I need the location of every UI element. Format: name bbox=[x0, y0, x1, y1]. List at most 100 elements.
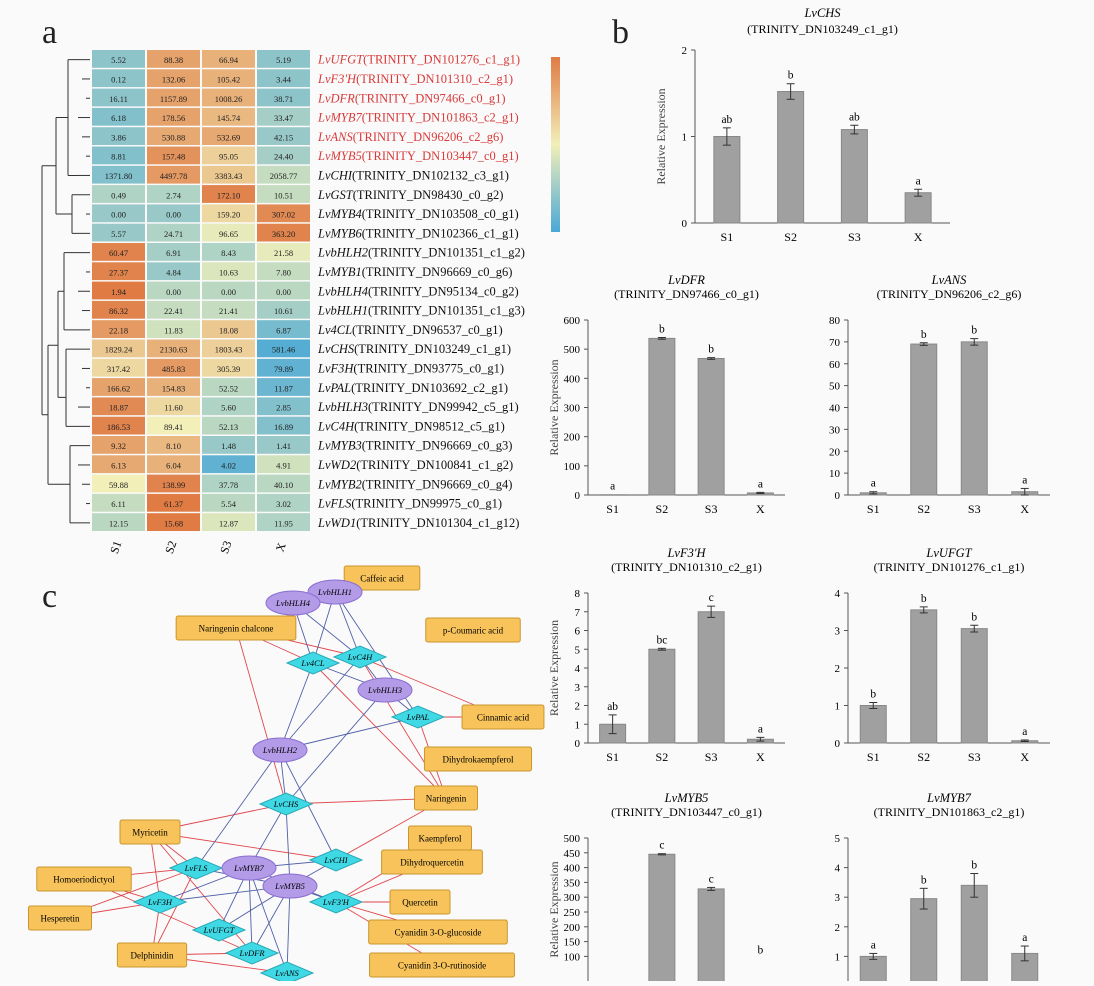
gene-transcript-id: (TRINITY_DN101304_c1_g12) bbox=[356, 516, 519, 530]
heatmap-cell bbox=[92, 339, 145, 358]
edge-regulator-enzyme bbox=[248, 867, 288, 974]
heatmap-cell bbox=[257, 339, 310, 358]
heatmap-cell-value: 10.61 bbox=[274, 306, 293, 316]
gene-label: LvMYB4(TRINITY_DN103508_c0_g1) bbox=[317, 207, 519, 221]
gene-name: LvMYB6 bbox=[317, 226, 363, 240]
metabolite-label: Delphinidin bbox=[131, 951, 174, 961]
heatmap-cell-value: 317.42 bbox=[107, 364, 130, 374]
heatmap-cell bbox=[92, 281, 145, 300]
gene-name: LvMYB1 bbox=[317, 265, 362, 279]
heatmap-cell bbox=[92, 127, 145, 145]
chart-title-id: (TRINITY_DN103447_c0_g1) bbox=[611, 805, 762, 819]
gene-name: LvMYB4 bbox=[317, 207, 362, 221]
heatmap-cell-value: 86.32 bbox=[109, 306, 128, 316]
y-tick-label: 2 bbox=[835, 922, 841, 934]
metabolite-label: Homoeriodictyol bbox=[53, 875, 115, 885]
y-tick-label: 500 bbox=[564, 833, 581, 845]
metabolite-label: Kaempferol bbox=[419, 834, 462, 844]
y-tick-label: 40 bbox=[829, 403, 841, 415]
heatmap-cell-value: 5.57 bbox=[111, 229, 126, 239]
heatmap-cell bbox=[92, 185, 145, 203]
gene-name: LvC4H bbox=[317, 419, 355, 433]
heatmap-cell-value: 1803.43 bbox=[215, 345, 243, 355]
y-tick-label: 150 bbox=[564, 937, 581, 949]
heatmap-cell-value: 159.20 bbox=[217, 210, 240, 220]
regulator-label: LvMYB5 bbox=[274, 881, 305, 891]
heatmap-cell-value: 11.87 bbox=[274, 383, 293, 393]
heatmap-cell-value: 10.51 bbox=[274, 190, 293, 200]
heatmap-cell-value: 1.41 bbox=[276, 441, 291, 451]
y-tick-label: 20 bbox=[829, 446, 841, 458]
heatmap-cell bbox=[202, 358, 255, 377]
gene-transcript-id: (TRINITY_DN93775_c0_g1) bbox=[353, 361, 504, 375]
chart-title-gene: LvMYB5 bbox=[664, 791, 709, 805]
heatmap-cell-value: 12.87 bbox=[219, 518, 238, 528]
chart-title-id: (TRINITY_DN101310_c2_g1) bbox=[611, 560, 762, 574]
significance-letter: a bbox=[871, 939, 876, 951]
enzyme-node bbox=[390, 705, 446, 729]
dendrogram-branch bbox=[71, 194, 82, 234]
gene-transcript-id: (TRINITY_DN96669_c0_g4) bbox=[362, 477, 513, 491]
gene-transcript-id: (TRINITY_DN99975_c0_g1) bbox=[351, 497, 502, 511]
gene-name: Lv4CL bbox=[317, 323, 352, 337]
heatmap-cell bbox=[257, 416, 310, 435]
bar-chart-lvdfr: LvDFR(TRINITY_DN97466_c0_g1) 0 100 200 300 40… bbox=[547, 273, 785, 516]
y-tick-label: 70 bbox=[829, 337, 841, 349]
significance-letter: b bbox=[921, 329, 927, 341]
gene-transcript-id: (TRINITY_DN103692_c2_g1) bbox=[351, 381, 508, 395]
gene-name: LvWD2 bbox=[317, 458, 356, 472]
heatmap-cell-value: 11.60 bbox=[164, 403, 183, 413]
y-tick-label: 5 bbox=[575, 644, 581, 656]
heatmap-cell bbox=[147, 69, 200, 88]
panel-label-a: a bbox=[42, 14, 58, 51]
x-tick-label: S2 bbox=[656, 502, 669, 516]
gene-label: LvGST(TRINITY_DN98430_c0_g2) bbox=[317, 188, 503, 202]
dendrogram-branch bbox=[41, 165, 56, 416]
metabolite-label: Myricetin bbox=[132, 828, 168, 838]
heatmap-cell bbox=[202, 243, 255, 261]
heatmap-cell-value: 2.85 bbox=[276, 403, 291, 413]
heatmap-cell bbox=[147, 378, 200, 396]
heatmap-cell bbox=[147, 107, 200, 126]
heatmap-cell bbox=[147, 397, 200, 416]
heatmap-cell bbox=[147, 416, 200, 435]
significance-letter: b bbox=[921, 593, 927, 605]
heatmap-cell bbox=[257, 185, 310, 203]
heatmap-cell bbox=[92, 493, 145, 512]
metabolite-label: Hesperetin bbox=[41, 914, 80, 924]
heatmap-cell-value: 2058.77 bbox=[270, 171, 298, 181]
heatmap-cell bbox=[257, 493, 310, 512]
heatmap-cell-value: 24.40 bbox=[274, 152, 293, 162]
heatmap-cell bbox=[92, 165, 145, 184]
heatmap: 5.52 88.38 66.94 5.19 LvUFGT(TRINITY_DN10127… bbox=[41, 50, 603, 555]
heatmap-cell-value: 154.83 bbox=[162, 383, 185, 393]
gene-label: LvPAL(TRINITY_DN103692_c2_g1) bbox=[317, 381, 508, 395]
x-tick-label: S3 bbox=[968, 502, 981, 516]
enzyme-node bbox=[191, 918, 247, 942]
gene-name: LvbHLH4 bbox=[317, 284, 368, 298]
heatmap-cell-value: 1008.26 bbox=[215, 94, 243, 104]
gene-label: LvUFGT(TRINITY_DN101276_c1_g1) bbox=[317, 53, 520, 67]
heatmap-cell bbox=[92, 378, 145, 396]
gene-name: LvWD1 bbox=[317, 516, 356, 530]
metabolite-node bbox=[461, 704, 545, 730]
metabolite-label: Cinnamic acid bbox=[477, 713, 530, 723]
gene-name: LvMYB3 bbox=[317, 439, 362, 453]
panel-label-b: b bbox=[612, 14, 629, 51]
edge-metabolite-enzyme bbox=[151, 867, 197, 956]
edge-regulator-enzyme bbox=[279, 656, 361, 751]
gene-name: LvF3'H bbox=[317, 72, 357, 86]
significance-letter: b bbox=[788, 70, 794, 82]
metabolite-node bbox=[423, 746, 533, 772]
network-panel: Caffeic acid Naringenin chalcone p-Coumari… bbox=[0, 560, 560, 985]
heatmap-cell bbox=[257, 358, 310, 377]
enzyme-label: LvF3H bbox=[147, 897, 173, 907]
heatmap-cell-value: 8.43 bbox=[221, 248, 236, 258]
heatmap-cell-value: 42.15 bbox=[274, 132, 293, 142]
gene-label: LvF3H(TRINITY_DN93775_c0_g1) bbox=[317, 361, 504, 375]
heatmap-cell-value: 172.10 bbox=[217, 190, 240, 200]
heatmap-cell bbox=[202, 320, 255, 338]
heatmap-cell-value: 5.19 bbox=[276, 55, 291, 65]
gene-label: LvF3'H(TRINITY_DN101310_c2_g1) bbox=[317, 72, 513, 86]
metabolite-label: Naringenin bbox=[426, 794, 467, 804]
